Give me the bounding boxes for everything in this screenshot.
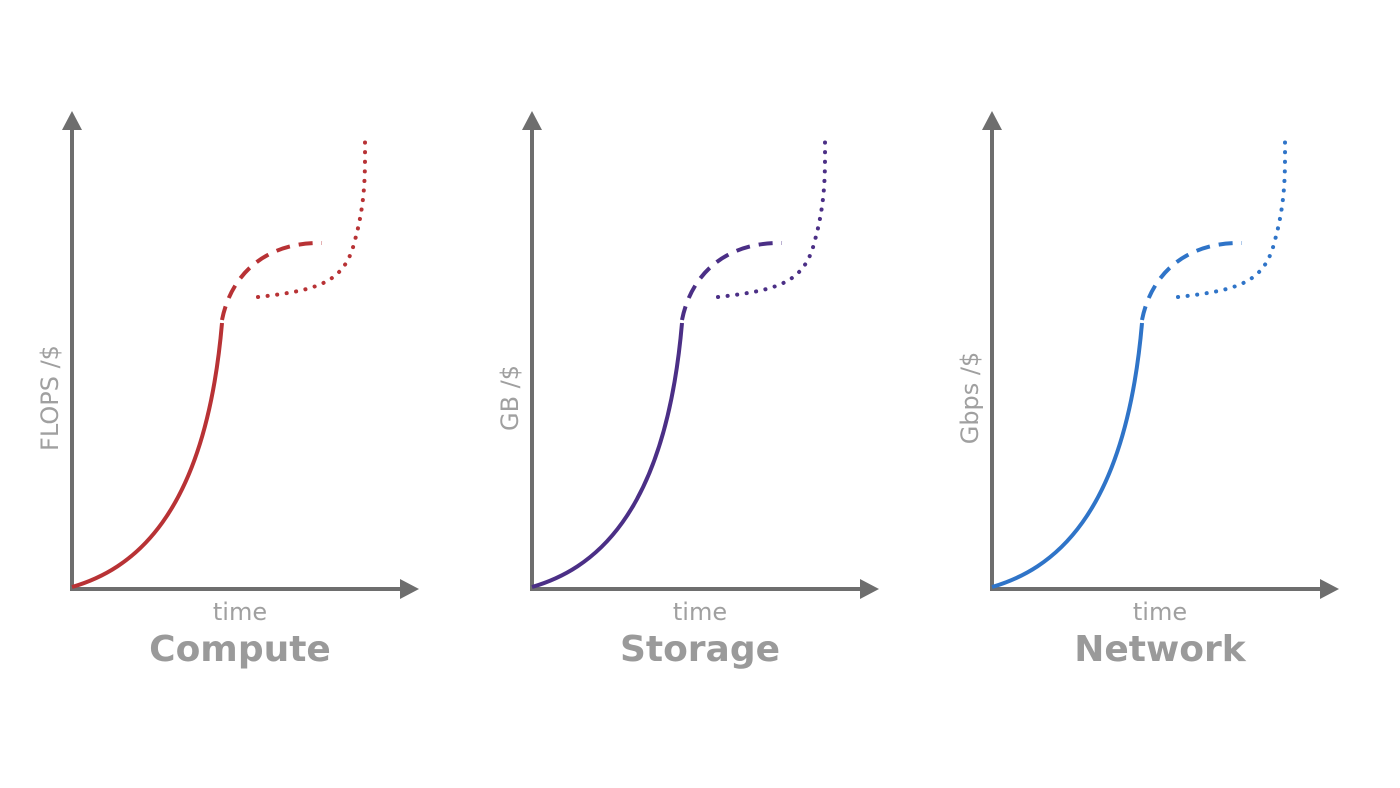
x-axis-label: time — [673, 598, 727, 626]
panel-compute: FLOPS /$ time Compute — [36, 111, 419, 670]
x-axis-arrow — [400, 579, 419, 599]
x-axis-label: time — [1133, 598, 1187, 626]
x-axis-arrow — [860, 579, 879, 599]
x-axis-arrow — [1320, 579, 1339, 599]
curve-dashed — [220, 240, 323, 321]
panel-storage: GB /$ time Storage — [496, 111, 879, 670]
curve-solid — [71, 322, 224, 589]
curve-dashed — [1140, 240, 1243, 321]
y-axis-arrow — [982, 111, 1002, 130]
curve-dotted — [1176, 136, 1288, 299]
panel-title: Compute — [149, 629, 331, 670]
x-axis-label: time — [213, 598, 267, 626]
y-axis-label: GB /$ — [496, 365, 524, 431]
y-axis-label: FLOPS /$ — [36, 345, 64, 451]
curve-dotted — [256, 136, 368, 299]
curve-solid — [991, 322, 1144, 589]
panel-network: Gbps /$ time Network — [956, 111, 1339, 670]
curve-dashed — [680, 240, 783, 321]
y-axis-arrow — [62, 111, 82, 130]
curve-dotted — [716, 136, 828, 299]
panel-title: Storage — [620, 629, 780, 670]
panel-title: Network — [1074, 629, 1246, 670]
y-axis-label: Gbps /$ — [956, 352, 984, 445]
y-axis-arrow — [522, 111, 542, 130]
curve-solid — [531, 322, 684, 589]
